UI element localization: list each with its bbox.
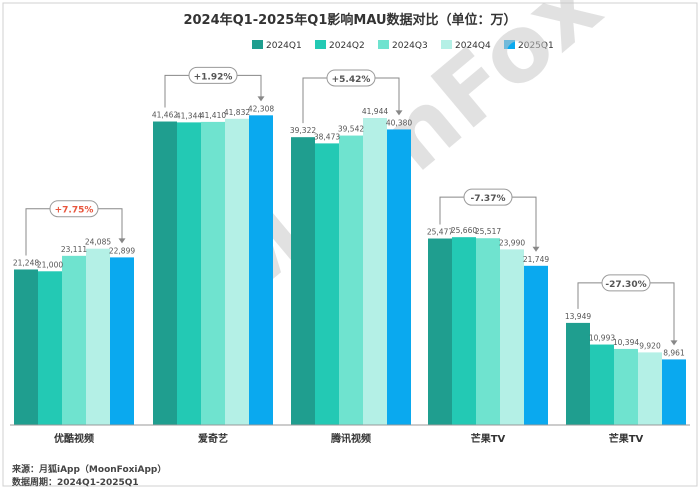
change-label-0: +7.75% xyxy=(55,206,94,216)
bar-4-2025Q1 xyxy=(662,359,686,425)
legend-label-2025Q1: 2025Q1 xyxy=(518,41,554,51)
data-label-0-1: 21,000 xyxy=(37,260,63,269)
bar-2-2024Q3 xyxy=(339,135,363,426)
bar-0-2025Q1 xyxy=(110,257,134,425)
bar-0-2024Q4 xyxy=(86,248,110,425)
change-arrow-3 xyxy=(532,246,540,252)
bar-2-2024Q4 xyxy=(363,117,387,425)
bar-1-2024Q1 xyxy=(153,121,177,425)
data-label-2-1: 38,473 xyxy=(314,132,340,141)
legend-swatch-2024Q4 xyxy=(441,40,452,49)
legend-swatch-2024Q3 xyxy=(378,40,389,49)
legend-label-2024Q2: 2024Q2 xyxy=(329,41,365,51)
legend-swatch-2024Q2 xyxy=(315,40,326,49)
data-label-0-0: 21,248 xyxy=(13,258,39,267)
change-label-4: -27.30% xyxy=(605,280,646,290)
data-label-1-4: 42,308 xyxy=(248,104,274,113)
data-label-2-0: 39,322 xyxy=(290,126,316,135)
data-label-0-3: 24,085 xyxy=(85,238,111,247)
data-label-3-4: 21,749 xyxy=(523,255,549,264)
bar-0-2024Q1 xyxy=(14,269,38,425)
change-pill-0 xyxy=(49,200,99,218)
data-label-4-0: 13,949 xyxy=(565,312,591,321)
bar-3-2024Q1 xyxy=(428,238,452,425)
bar-3-2024Q2 xyxy=(452,237,476,425)
data-label-3-3: 23,990 xyxy=(499,238,525,247)
data-label-0-4: 22,899 xyxy=(109,246,135,255)
legend-label-2024Q4: 2024Q4 xyxy=(455,41,491,51)
bar-4-2024Q3 xyxy=(614,348,638,425)
bar-3-2024Q3 xyxy=(476,238,500,425)
bar-4-2024Q2 xyxy=(590,344,614,425)
change-arrow-0 xyxy=(118,238,126,244)
legend-swatch-2024Q1 xyxy=(252,40,263,49)
x-tick-label-1: 爱奇艺 xyxy=(198,432,228,445)
data-label-0-2: 23,111 xyxy=(61,245,87,254)
source-note: 来源：月狐iApp（MoonFoxiApp） xyxy=(12,465,167,475)
chart-title: 2024年Q1-2025年Q1影响MAU数据对比（单位：万） xyxy=(183,12,516,28)
data-label-3-2: 25,517 xyxy=(475,227,501,236)
bar-3-2024Q4 xyxy=(500,249,524,425)
change-arrow-2 xyxy=(395,110,403,116)
bar-1-2024Q2 xyxy=(177,122,201,425)
bar-4-2024Q4 xyxy=(638,352,662,425)
x-tick-label-0: 优酷视频 xyxy=(54,432,94,445)
bar-3-2025Q1 xyxy=(524,265,548,425)
legend-label-2024Q1: 2024Q1 xyxy=(266,41,302,51)
data-label-2-2: 39,542 xyxy=(338,125,364,134)
data-label-4-4: 8,961 xyxy=(663,348,685,357)
bar-1-2025Q1 xyxy=(249,115,273,426)
change-pill-1 xyxy=(188,66,238,84)
data-label-2-3: 41,944 xyxy=(362,107,388,116)
bar-2-2025Q1 xyxy=(387,129,411,425)
x-tick-label-4: 芒果TV xyxy=(609,432,644,445)
data-label-3-1: 25,660 xyxy=(451,226,477,235)
data-label-4-3: 9,920 xyxy=(639,341,661,350)
change-pill-4 xyxy=(601,274,651,292)
bar-1-2024Q3 xyxy=(201,121,225,425)
bar-4-2024Q1 xyxy=(566,322,590,425)
bar-2-2024Q2 xyxy=(315,143,339,426)
period-note: 数据周期：2024Q1-2025Q1 xyxy=(12,478,139,488)
change-label-3: -7.37% xyxy=(471,194,506,204)
bar-0-2024Q2 xyxy=(38,271,62,425)
bar-0-2024Q3 xyxy=(62,255,86,425)
data-label-1-3: 41,832 xyxy=(224,108,250,117)
legend-swatch-2025Q1 xyxy=(504,40,515,49)
data-label-1-0: 41,462 xyxy=(152,111,178,120)
data-label-4-2: 10,394 xyxy=(613,338,639,347)
change-arrow-4 xyxy=(670,340,678,346)
chart-border xyxy=(2,2,698,487)
data-label-2-4: 40,380 xyxy=(386,118,412,127)
bar-1-2024Q4 xyxy=(225,118,249,425)
change-pill-3 xyxy=(463,188,513,206)
change-label-2: +5.42% xyxy=(332,75,371,85)
change-label-1: +1.92% xyxy=(194,72,233,82)
data-label-1-2: 41,410 xyxy=(200,111,226,120)
change-arrow-1 xyxy=(257,96,265,102)
data-label-3-0: 25,477 xyxy=(427,228,453,237)
data-label-4-1: 10,993 xyxy=(589,334,615,343)
x-tick-label-2: 腾讯视频 xyxy=(330,432,371,445)
legend-label-2024Q3: 2024Q3 xyxy=(392,41,428,51)
change-pill-2 xyxy=(326,69,376,87)
x-tick-label-3: 芒果TV xyxy=(471,432,506,445)
bar-2-2024Q1 xyxy=(291,137,315,425)
data-label-1-1: 41,344 xyxy=(176,111,202,120)
